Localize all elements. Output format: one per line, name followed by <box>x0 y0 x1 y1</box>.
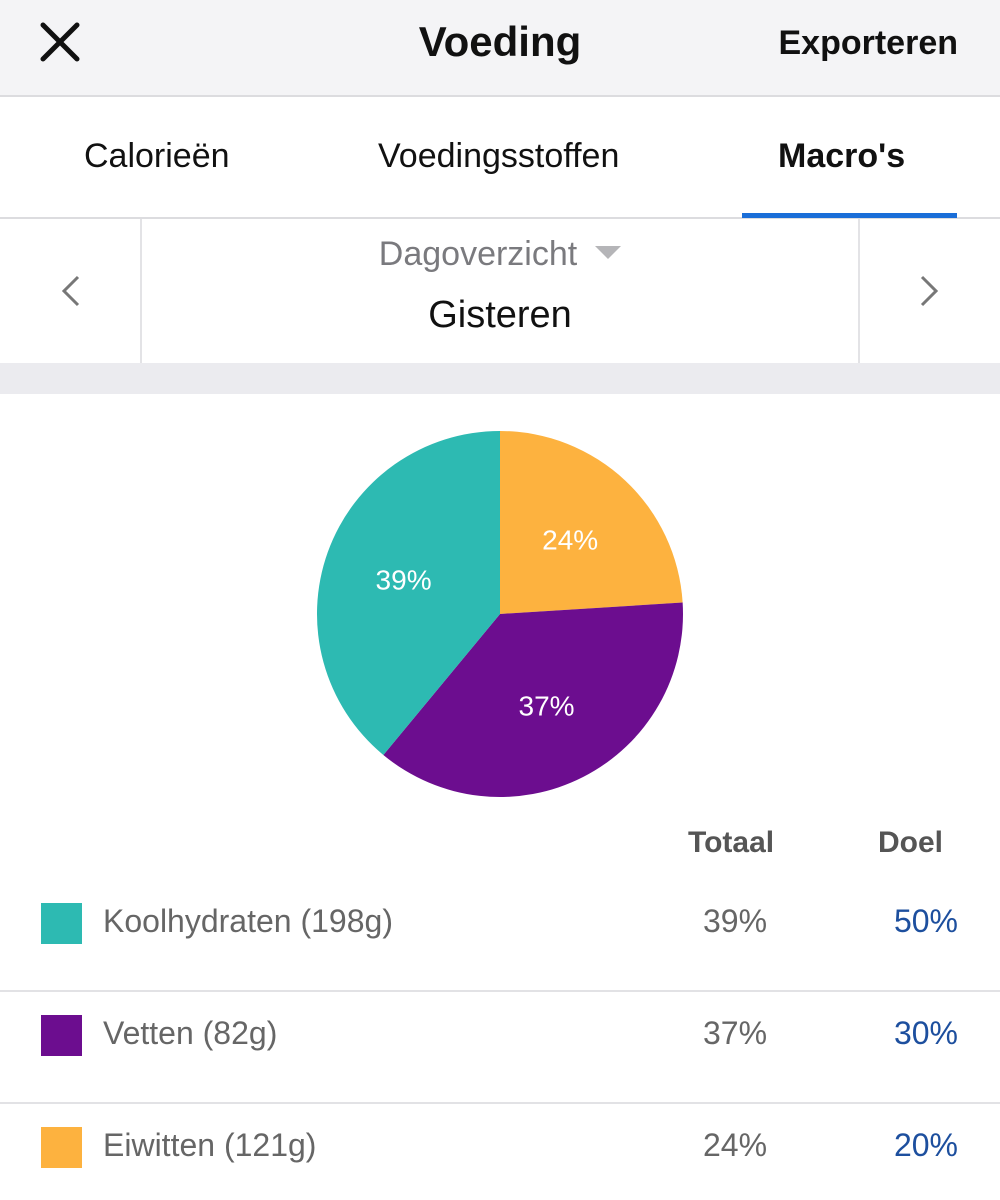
macro-total: 24% <box>702 1127 768 1163</box>
macro-goal: 50% <box>893 903 958 939</box>
tab-nutrients[interactable]: Voedingsstoffen <box>378 137 620 175</box>
period-dropdown[interactable]: Dagoverzicht <box>143 235 857 274</box>
macro-total: 37% <box>702 1015 768 1051</box>
macro-name: Koolhydraten (198g) <box>103 903 393 939</box>
pie-label-koolhydraten: 39% <box>376 564 432 595</box>
protein-color-swatch <box>41 1127 82 1168</box>
close-icon <box>40 22 80 62</box>
macro-row-protein[interactable]: Eiwitten (121g) 24% 20% <box>0 1104 1000 1200</box>
fat-color-swatch <box>41 1015 82 1056</box>
tab-calories[interactable]: Calorieën <box>84 137 230 175</box>
macro-row-fat[interactable]: Vetten (82g) 37% 30% <box>0 992 1000 1104</box>
pie-slice-eiwitten <box>500 431 683 614</box>
chevron-left-icon <box>61 275 80 307</box>
date-navigator: Dagoverzicht Gisteren <box>0 219 1000 363</box>
pie-label-eiwitten: 24% <box>542 524 598 555</box>
selected-date: Gisteren <box>428 294 572 336</box>
pie-slice-koolhydraten <box>317 431 500 756</box>
macro-name: Vetten (82g) <box>103 1015 278 1051</box>
close-button[interactable] <box>36 18 84 66</box>
macro-goal: 20% <box>893 1127 958 1163</box>
macro-total: 39% <box>702 903 768 939</box>
tab-macros[interactable]: Macro's <box>778 137 906 175</box>
pie-label-vetten: 37% <box>519 690 575 721</box>
caret-down-icon <box>595 245 622 259</box>
previous-day-button[interactable] <box>0 219 142 363</box>
macro-pie-chart: 24% 37% 39% <box>317 431 683 797</box>
chevron-right-icon <box>920 275 939 307</box>
carbs-color-swatch <box>41 903 82 944</box>
macro-chart-area: 24% 37% 39% <box>0 394 1000 814</box>
macro-goal: 30% <box>893 1015 958 1051</box>
goal-column-header: Doel <box>878 826 944 859</box>
macro-name: Eiwitten (121g) <box>103 1127 317 1163</box>
macro-row-carbs[interactable]: Koolhydraten (198g) 39% 50% <box>0 880 1000 992</box>
export-button[interactable]: Exporteren <box>778 24 959 62</box>
pie-slice-vetten <box>383 602 683 797</box>
top-bar: Voeding Exporteren <box>0 0 1000 97</box>
total-column-header: Totaal <box>688 826 775 859</box>
period-label: Dagoverzicht <box>378 235 578 273</box>
next-day-button[interactable] <box>858 219 1000 363</box>
active-tab-indicator <box>742 213 957 218</box>
tab-bar: Calorieën Voedingsstoffen Macro's <box>0 97 1000 219</box>
section-divider <box>0 363 1000 394</box>
